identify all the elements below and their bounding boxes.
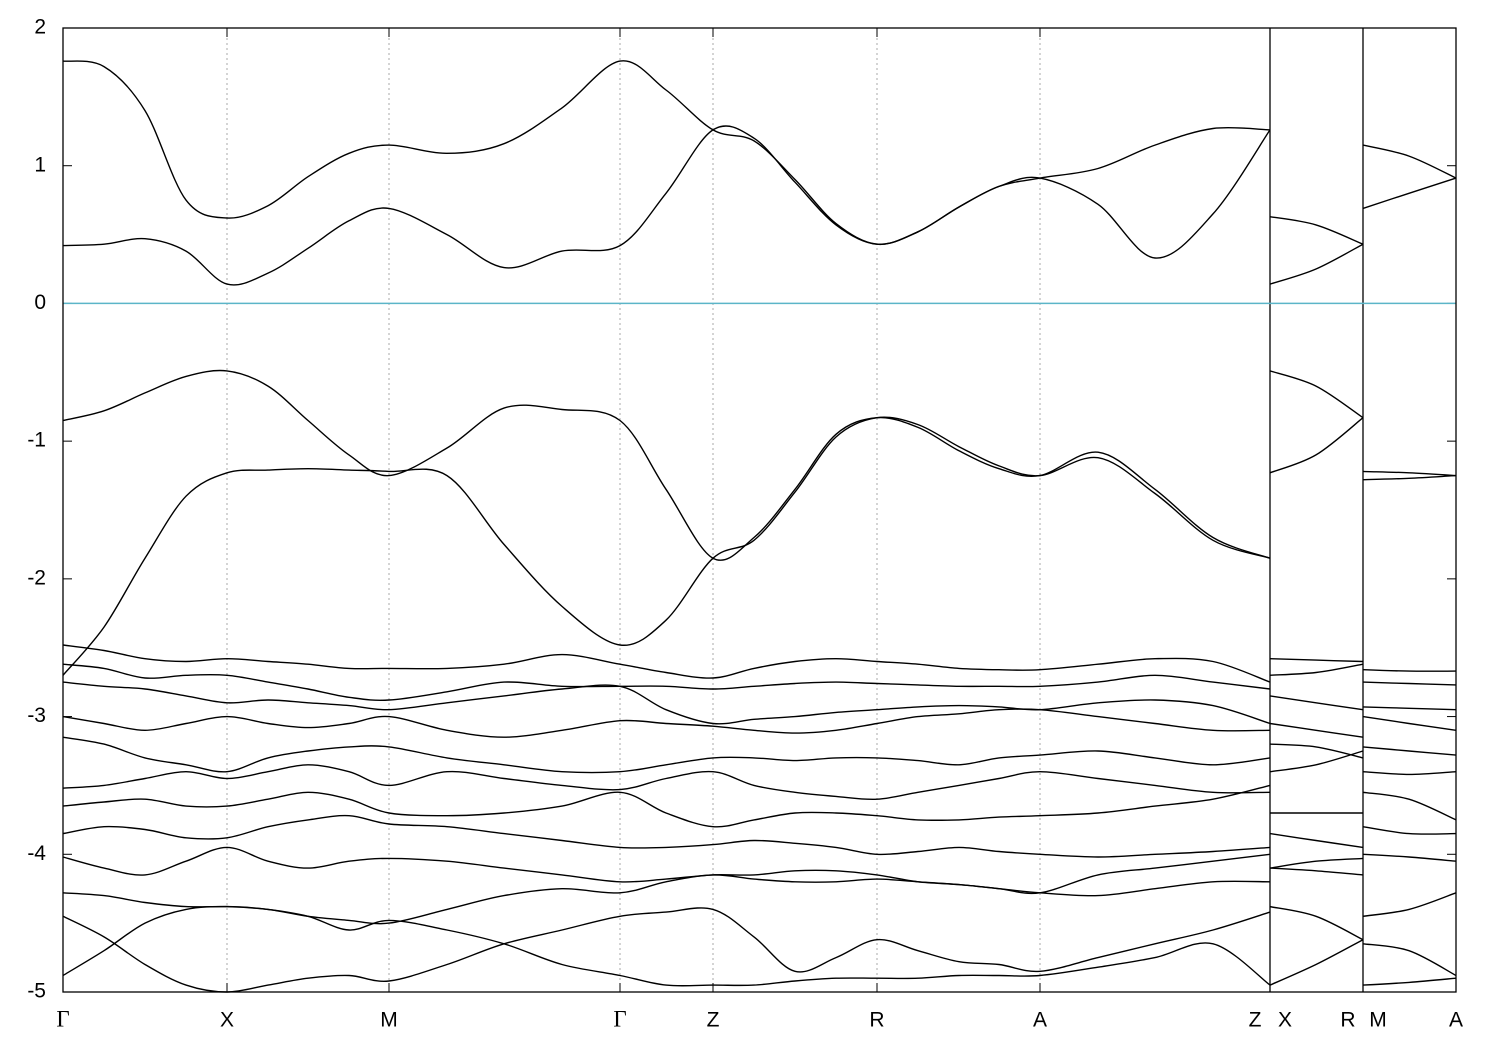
y-tick-label: 0 xyxy=(34,291,46,314)
band-line xyxy=(62,644,1457,683)
x-tick-label: Z xyxy=(1249,1009,1262,1032)
x-tick-label: X xyxy=(1278,1009,1292,1032)
y-tick-label: -2 xyxy=(27,566,46,589)
x-tick-label: Γ xyxy=(613,1006,626,1031)
x-tick-label: A xyxy=(1033,1009,1047,1032)
y-tick-label: 2 xyxy=(34,16,46,39)
y-tick-label: -3 xyxy=(27,704,46,727)
x-tick-label: R xyxy=(869,1009,884,1032)
band-line xyxy=(62,60,1457,246)
band-line xyxy=(62,814,1457,858)
y-tick-label: -4 xyxy=(27,842,46,865)
x-tick-label: Z xyxy=(707,1009,720,1032)
band-line xyxy=(62,663,1457,701)
band-line xyxy=(62,784,1457,828)
x-tick-label: M xyxy=(380,1009,398,1032)
band-line xyxy=(62,416,1457,676)
band-line xyxy=(62,905,1457,987)
y-tick-label: -5 xyxy=(27,980,46,1003)
x-tick-label: X xyxy=(220,1009,234,1032)
x-tick-label: Γ xyxy=(56,1006,69,1031)
band-line xyxy=(62,750,1457,801)
x-tick-label: A xyxy=(1449,1009,1463,1032)
y-tick-label: 1 xyxy=(34,153,46,176)
band-line xyxy=(62,736,1457,774)
band-line xyxy=(62,125,1457,286)
x-tick-label: R xyxy=(1340,1009,1355,1032)
y-tick-label: -1 xyxy=(27,429,46,452)
band-line xyxy=(62,708,1457,738)
band-line xyxy=(62,905,1457,993)
band-line xyxy=(62,846,1457,895)
plot-frame xyxy=(62,27,1457,993)
x-tick-label: M xyxy=(1369,1009,1387,1032)
